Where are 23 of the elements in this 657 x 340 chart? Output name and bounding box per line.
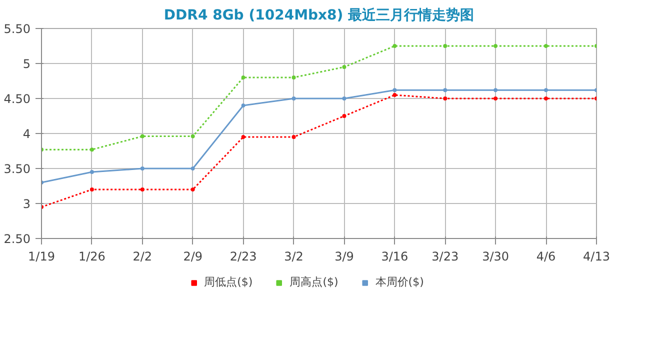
x-tick-label: 2/23 xyxy=(230,250,257,264)
x-tick-label: 3/9 xyxy=(334,250,354,264)
x-tick-label: 3/23 xyxy=(432,250,459,264)
y-tick-label: 5.50 xyxy=(4,22,30,36)
x-tick-label: 1/19 xyxy=(28,250,55,264)
y-tick-label: 5 xyxy=(22,57,31,71)
y-tick-label: 3.50 xyxy=(4,162,30,176)
x-tick-label: 4/6 xyxy=(536,250,556,264)
legend-label: 本周价($) xyxy=(375,274,424,290)
legend-label: 周高点($) xyxy=(290,274,338,290)
x-tick-label: 3/16 xyxy=(381,250,408,264)
legend-label: 周低点($) xyxy=(204,274,253,290)
x-tick-label: 2/2 xyxy=(132,250,152,264)
x-tick-label: 3/2 xyxy=(284,250,304,264)
y-tick-label: 4 xyxy=(22,127,31,141)
x-tick-label: 1/26 xyxy=(78,250,106,264)
y-tick-label: 2.50 xyxy=(4,232,30,246)
y-tick-label: 4.50 xyxy=(4,92,30,106)
x-tick-label: 3/30 xyxy=(482,250,510,264)
x-tick-label: 4/13 xyxy=(583,250,610,264)
chart-title: DDR4 8Gb (1024Mbx8) 最近三月行情走势图 xyxy=(164,6,474,24)
x-tick-label: 2/9 xyxy=(183,250,203,264)
y-tick-label: 3 xyxy=(22,197,31,211)
